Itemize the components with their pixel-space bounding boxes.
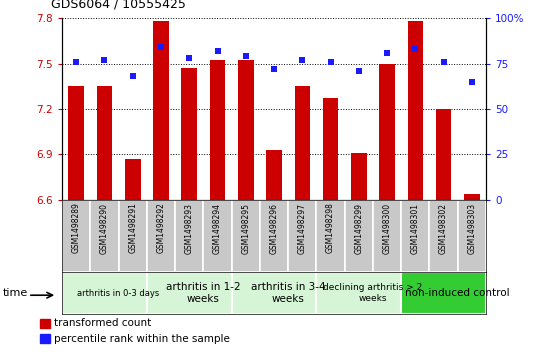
Bar [238,61,254,200]
Text: GSM1498291: GSM1498291 [129,203,137,253]
Bar [401,200,429,272]
Text: time: time [3,288,28,298]
Bar [351,153,367,200]
Point [411,46,420,52]
Bar [62,200,90,272]
Text: declining arthritis > 2
weeks: declining arthritis > 2 weeks [323,284,423,303]
Text: GSM1498295: GSM1498295 [241,203,251,253]
Point [354,68,363,74]
Bar [125,159,140,200]
Point [72,59,80,65]
Bar [429,200,458,272]
Text: GSM1498299: GSM1498299 [354,203,363,253]
Text: GSM1498303: GSM1498303 [468,203,476,254]
Bar [266,150,282,200]
Bar [175,200,204,272]
Bar [153,21,169,200]
Text: GSM1498294: GSM1498294 [213,203,222,253]
Bar [260,200,288,272]
Bar [288,200,316,272]
Text: GSM1498289: GSM1498289 [72,203,81,253]
Text: arthritis in 0-3 days: arthritis in 0-3 days [78,289,160,298]
Text: percentile rank within the sample: percentile rank within the sample [54,334,230,344]
Bar [464,193,480,200]
Bar [316,200,345,272]
Text: GSM1498292: GSM1498292 [157,203,165,253]
Point [241,53,250,59]
Bar [147,200,175,272]
Point [298,57,307,63]
Point [383,50,391,56]
Text: arthritis in 3-4
weeks: arthritis in 3-4 weeks [251,282,326,304]
Bar [204,200,232,272]
Text: GDS6064 / 10555425: GDS6064 / 10555425 [51,0,186,11]
Text: transformed count: transformed count [54,318,151,328]
Text: GSM1498298: GSM1498298 [326,203,335,253]
Bar [90,200,119,272]
Point [157,44,165,50]
Bar [69,86,84,200]
Point [100,57,109,63]
Bar [232,200,260,272]
Bar [119,200,147,272]
Text: arthritis in 1-2
weeks: arthritis in 1-2 weeks [166,282,241,304]
Bar [294,86,310,200]
Bar [181,68,197,200]
Text: GSM1498297: GSM1498297 [298,203,307,253]
Bar [373,200,401,272]
Text: GSM1498290: GSM1498290 [100,203,109,253]
Bar [210,61,225,200]
Bar [436,109,451,200]
Bar [39,319,50,328]
Bar [97,86,112,200]
Text: GSM1498300: GSM1498300 [382,203,392,254]
Point [129,73,137,79]
Text: non-induced control: non-induced control [406,288,510,298]
Bar [408,21,423,200]
Bar [62,272,147,314]
Bar [147,272,232,314]
Point [440,59,448,65]
Bar [379,64,395,200]
Bar [401,272,486,314]
Point [468,79,476,85]
Text: GSM1498296: GSM1498296 [269,203,279,253]
Text: GSM1498302: GSM1498302 [439,203,448,253]
Bar [316,272,401,314]
Point [185,55,193,61]
Point [213,48,222,54]
Bar [232,272,316,314]
Text: GSM1498301: GSM1498301 [411,203,420,253]
Bar [458,200,486,272]
Point [326,59,335,65]
Bar [39,334,50,343]
Bar [345,200,373,272]
Bar [323,98,339,200]
Text: GSM1498293: GSM1498293 [185,203,194,253]
Point [270,66,279,72]
